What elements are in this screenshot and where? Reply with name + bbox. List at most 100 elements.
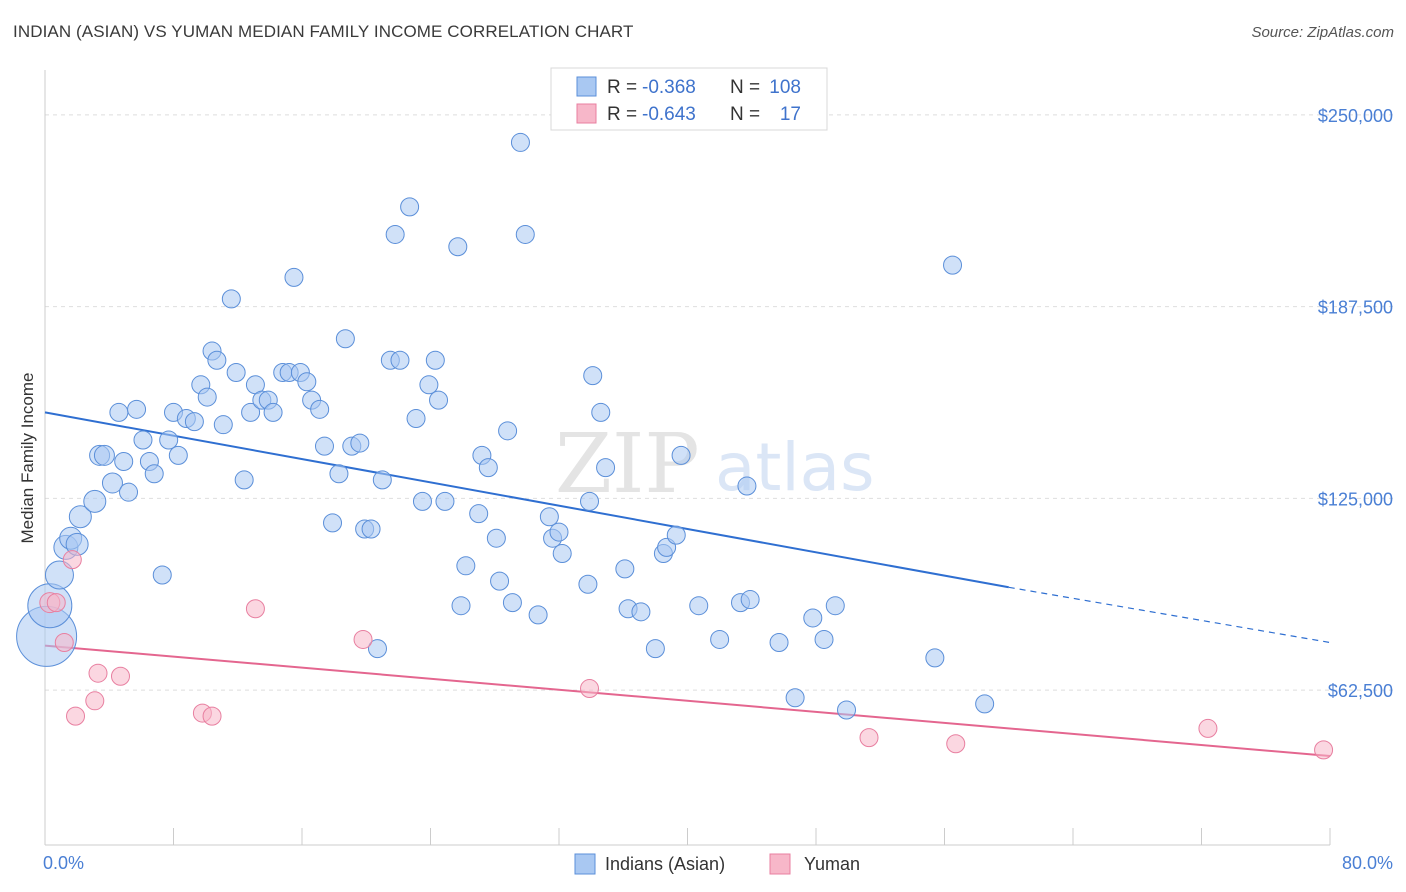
point-indians-73 [502,593,522,613]
point-yuman-3 [62,550,82,570]
point-indians-65 [451,596,471,616]
point-yuman-15 [1198,718,1218,738]
legend-n-value-1: 108 [769,77,801,98]
point-yuman-10 [245,599,265,619]
trend-line-indians [44,411,1009,589]
point-indians-47 [335,329,355,349]
point-indians-46 [329,464,349,484]
y-tick-label-1: $125,000 [1318,489,1393,509]
point-indians-18 [152,565,172,585]
point-indians-32 [241,402,261,422]
legend-swatch-pink [576,103,597,124]
point-indians-23 [184,412,204,432]
point-indians-88 [631,602,651,622]
point-indians-56 [390,350,410,370]
point-indians-15 [133,430,153,450]
legend-n-label-2: N = [730,104,760,125]
point-indians-85 [596,458,616,478]
point-indians-6 [68,505,92,529]
point-indians-107 [975,694,995,714]
bottom-legend-swatch-pink [769,853,791,875]
point-indians-101 [803,608,823,628]
bottom-legend-swatch-blue [574,853,596,875]
point-indians-21 [168,445,188,465]
legend-box: R = -0.368 N = 108 R = -0.643 N = 17 [550,67,828,131]
point-indians-99 [769,633,789,653]
point-indians-7 [83,489,107,513]
point-indians-27 [207,350,227,370]
point-indians-100 [785,688,805,708]
point-indians-75 [515,224,535,244]
point-indians-82 [580,491,600,511]
legend-r-label-2: R = [607,104,637,125]
point-yuman-13 [859,728,879,748]
point-indians-80 [552,544,572,564]
point-indians-86 [615,559,635,579]
point-indians-103 [825,596,845,616]
point-indians-45 [323,513,343,533]
point-indians-63 [435,491,455,511]
point-indians-25 [197,387,217,407]
point-indians-59 [412,491,432,511]
point-yuman-5 [85,691,105,711]
point-yuman-9 [202,706,222,726]
point-indians-36 [263,402,283,422]
point-indians-29 [221,289,241,309]
point-indians-77 [539,507,559,527]
point-indians-60 [419,375,439,395]
point-indians-41 [297,372,317,392]
point-yuman-1 [46,593,66,613]
point-yuman-14 [946,734,966,754]
point-indians-93 [671,445,691,465]
point-indians-17 [144,464,164,484]
point-indians-55 [385,224,405,244]
trend-line-indians-extension [1008,586,1331,644]
legend-r-value-2: -0.643 [642,104,696,125]
point-indians-64 [448,237,468,257]
point-indians-97 [737,476,757,496]
point-indians-62 [429,390,449,410]
point-indians-106 [925,648,945,668]
point-indians-105 [943,255,963,275]
y-tick-labels: $62,500 $125,000 $187,500 $250,000 [1318,106,1393,701]
point-indians-11 [109,402,129,422]
point-indians-30 [226,363,246,383]
chart-source: Source: ZipAtlas.com [1251,24,1394,41]
point-indians-67 [469,504,489,524]
trend-lines [44,411,1331,758]
y-tick-label-0: $62,500 [1328,681,1393,701]
y-tick-label-2: $187,500 [1318,298,1393,318]
point-indians-57 [400,197,420,217]
x-tick-label-max: 80.0% [1342,853,1393,873]
point-indians-44 [314,436,334,456]
point-indians-81 [578,574,598,594]
point-indians-19 [159,430,179,450]
legend-frame [550,67,828,131]
point-indians-92 [666,525,686,545]
trend-line-yuman [44,644,1331,758]
point-yuman-12 [580,679,600,699]
point-indians-69 [478,458,498,478]
point-yuman-16 [1314,740,1334,760]
point-indians-95 [710,629,730,649]
y-axis-title: Median Family Income [18,372,37,543]
point-indians-76 [528,605,548,625]
point-yuman-2 [54,633,74,653]
point-indians-58 [406,409,426,429]
point-indians-43 [310,399,330,419]
point-indians-79 [549,522,569,542]
point-indians-98 [740,590,760,610]
legend-swatch-blue [576,76,597,97]
watermark-atlas: atlas [715,429,875,506]
point-indians-31 [234,470,254,490]
point-yuman-6 [88,663,108,683]
x-ticks [173,828,1331,845]
point-yuman-4 [66,706,86,726]
point-indians-52 [367,639,387,659]
point-indians-39 [284,267,304,287]
point-indians-83 [583,366,603,386]
watermark-zip: ZIP [555,417,700,512]
point-indians-104 [837,700,857,720]
legend-n-label-1: N = [730,77,760,98]
point-indians-102 [814,629,834,649]
